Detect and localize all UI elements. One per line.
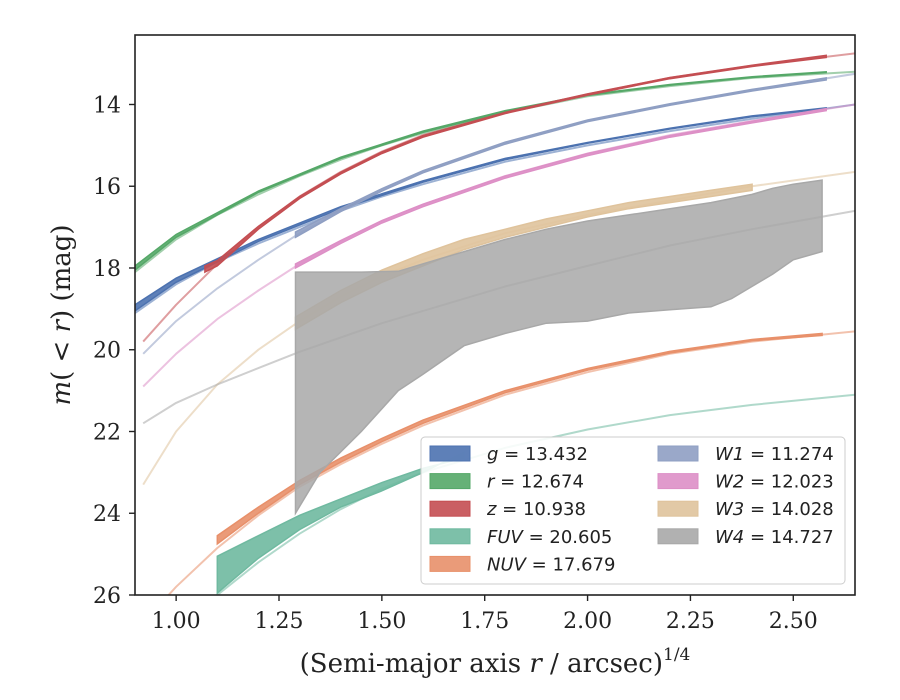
x-axis-title-rest: / arcsec): [542, 649, 663, 679]
legend-label-nuv: NUV = 17.679: [487, 554, 615, 575]
x-tick-label: 1.50: [357, 609, 406, 634]
legend-swatch-nuv: [429, 555, 471, 572]
legend-label-w3: W3 = 14.028: [715, 499, 834, 520]
legend-label-w2: W2 = 12.023: [715, 472, 834, 493]
band-z: [204, 54, 827, 274]
legend-swatch-r: [429, 473, 471, 490]
y-axis-title-m: m: [47, 381, 77, 406]
y-axis: 14 16 18 20 22 24 26: [93, 93, 135, 609]
legend-swatch-w3: [657, 500, 699, 517]
x-axis-title-main: (Semi-major axis: [300, 649, 530, 679]
y-tick-label: 18: [93, 257, 121, 282]
y-axis-title-close: ): [47, 310, 77, 320]
x-tick-label: 2.25: [666, 609, 715, 634]
band-g: [135, 106, 827, 312]
band-w4: [294, 179, 823, 516]
x-axis-title-var: r: [529, 649, 543, 679]
legend-label-z: z = 10.938: [486, 499, 586, 520]
y-tick-label: 14: [93, 93, 121, 118]
legend-label-w4: W4 = 14.727: [715, 527, 834, 548]
curve-nuv: [167, 330, 855, 595]
y-tick-label: 24: [93, 502, 121, 527]
band-w2: [294, 107, 827, 270]
x-tick-label: 2.00: [563, 609, 612, 634]
legend-label-fuv: FUV = 20.605: [487, 527, 612, 548]
legend-swatch-w4: [657, 528, 699, 545]
x-axis-title-sup: 1/4: [663, 645, 690, 665]
legend-swatch-w2: [657, 473, 699, 490]
x-axis-title: (Semi-major axis r / arcsec)1/4: [300, 645, 691, 679]
legend-swatch-g: [429, 445, 471, 462]
legend-swatch-fuv: [429, 528, 471, 545]
legend-swatch-z: [429, 500, 471, 517]
x-tick-label: 1.25: [255, 609, 304, 634]
band-w3: [294, 183, 753, 331]
band-w1: [294, 77, 827, 239]
legend-box: [420, 436, 846, 585]
y-axis-title-lt: <: [47, 332, 77, 370]
plot-frame: [134, 34, 856, 596]
band-r: [135, 70, 827, 271]
x-tick-label: 2.50: [769, 609, 818, 634]
y-tick-label: 26: [93, 584, 121, 609]
y-axis-title: m( < r) (mag): [47, 224, 77, 405]
legend-swatch-w1: [657, 445, 699, 462]
y-tick-label: 16: [93, 175, 121, 200]
y-axis-title-open: (: [47, 371, 77, 381]
series-bands: [135, 54, 827, 595]
x-tick-label: 1.00: [152, 609, 201, 634]
legend: g = 13.432 r = 12.674 z = 10.938 FUV = 20.6…: [420, 436, 846, 585]
x-tick-label: 1.75: [460, 609, 509, 634]
y-axis-title-unit: (mag): [47, 224, 77, 309]
legend-label-r: r = 12.674: [487, 472, 584, 493]
y-tick-label: 22: [93, 420, 121, 445]
y-axis-title-r: r: [47, 318, 77, 332]
legend-label-g: g = 13.432: [487, 444, 588, 465]
y-tick-label: 20: [93, 339, 121, 364]
legend-label-w1: W1 = 11.274: [715, 444, 834, 465]
x-axis: 1.00 1.25 1.50 1.75 2.00 2.25 2.50: [152, 595, 818, 634]
